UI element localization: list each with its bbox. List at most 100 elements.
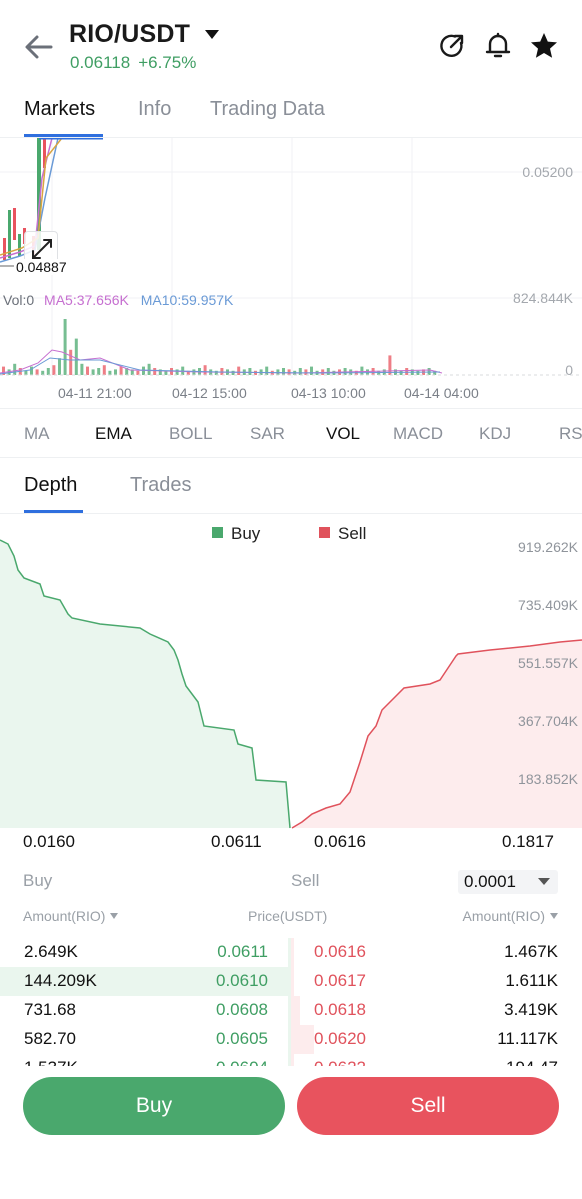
volume-bar — [388, 355, 392, 375]
volume-bar — [114, 369, 117, 375]
volume-bar — [102, 365, 106, 375]
tab-info[interactable]: Info — [138, 98, 172, 120]
indicator-boll[interactable]: BOLL — [169, 424, 213, 443]
depth-y-label: 551.557K — [518, 655, 578, 671]
volume-bar — [298, 368, 302, 375]
volume-bar — [427, 368, 431, 375]
legend-swatch-buy — [212, 527, 223, 538]
volume-bar — [130, 369, 134, 375]
header: RIO/USDT 0.06118 +6.75% — [0, 0, 582, 86]
sell-price: 0.0616 — [314, 942, 366, 961]
sort-down-icon — [110, 913, 119, 919]
legend-sell: Sell — [319, 524, 366, 544]
depth-x-label: 0.1817 — [502, 832, 554, 851]
sell-depth-bar — [291, 1025, 314, 1054]
volume-bar — [41, 370, 45, 375]
sell-button[interactable]: Sell — [297, 1077, 559, 1135]
tab-trades[interactable]: Trades — [130, 474, 192, 496]
volume-bar — [433, 370, 437, 375]
orderbook-row[interactable]: 731.68 0.0608 0.0618 3.419K — [0, 996, 582, 1025]
volume-bar — [108, 370, 112, 375]
price-axis-label: 0.05200 — [522, 164, 573, 180]
volume-bar — [158, 369, 162, 375]
sell-depth-bar — [291, 1054, 294, 1066]
sell-depth-bar — [291, 938, 294, 967]
share-icon[interactable] — [437, 31, 467, 61]
volume-bar — [231, 370, 235, 375]
main-tabs: Markets Info Trading Data — [0, 86, 582, 138]
depth-x-label: 0.0616 — [314, 832, 366, 851]
buy-button[interactable]: Buy — [23, 1077, 285, 1135]
indicator-kdj[interactable]: KDJ — [479, 424, 512, 443]
legend-buy: Buy — [212, 524, 260, 544]
sell-price: 0.0618 — [314, 1000, 366, 1019]
indicator-vol[interactable]: VOL — [326, 424, 361, 443]
precision-select[interactable]: 0.0001 — [458, 870, 558, 894]
kline-canvas — [0, 138, 582, 378]
buy-depth-bar — [288, 996, 291, 1025]
volume-bar — [30, 366, 33, 375]
buy-amount: 731.68 — [24, 1000, 76, 1019]
tab-markets[interactable]: Markets — [24, 98, 96, 120]
tab-trading-data[interactable]: Trading Data — [210, 98, 325, 120]
volume-bar — [203, 365, 207, 375]
volume-bar — [326, 368, 330, 375]
volume-bar — [153, 368, 157, 375]
depth-y-label: 367.704K — [518, 713, 578, 729]
back-arrow-icon[interactable] — [22, 30, 56, 64]
sell-depth-bar — [291, 996, 300, 1025]
volume-bar — [416, 370, 420, 375]
volume-bar — [7, 369, 11, 375]
indicator-macd[interactable]: MACD — [393, 424, 444, 443]
col-amount-right[interactable]: Amount(RIO) — [463, 908, 558, 924]
sell-price: 0.0622 — [314, 1058, 366, 1066]
indicator-rsi[interactable]: RS — [559, 424, 582, 443]
volume-bar — [46, 368, 50, 375]
tab-depth[interactable]: Depth — [24, 474, 78, 496]
volume-bar — [58, 358, 61, 375]
time-label: 04-13 10:00 — [291, 385, 366, 401]
buy-depth-bar — [288, 1025, 291, 1054]
volume-bar — [175, 369, 179, 375]
indicator-sar[interactable]: SAR — [250, 424, 285, 443]
legend-buy-label: Buy — [231, 524, 261, 543]
sell-amount: 1.467K — [504, 942, 558, 961]
volume-legend: Vol:0 MA5:37.656K MA10:59.957K — [3, 292, 233, 308]
depth-chart[interactable]: Buy Sell 919.262K 735.409K 551.557K 367.… — [0, 514, 582, 830]
volume-bar — [74, 338, 78, 375]
depth-x-label: 0.0611 — [211, 832, 262, 851]
indicator-ma[interactable]: MA — [24, 424, 50, 443]
depth-y-label: 919.262K — [518, 539, 578, 555]
precision-value: 0.0001 — [464, 872, 516, 891]
volume-bar — [304, 369, 308, 375]
orderbook-row[interactable]: 2.649K 0.0611 0.0616 1.467K — [0, 938, 582, 967]
bell-icon[interactable] — [483, 31, 513, 61]
legend-swatch-sell — [319, 527, 330, 538]
orderbook-row[interactable]: 582.70 0.0605 0.0620 11.117K — [0, 1025, 582, 1054]
sell-price: 0.0617 — [314, 971, 366, 990]
depth-y-label: 735.409K — [518, 597, 578, 613]
volume-bar — [220, 368, 224, 375]
buy-amount: 1.537K — [24, 1058, 78, 1066]
star-icon[interactable] — [529, 31, 559, 61]
volume-bar — [265, 366, 269, 375]
orderbook-row[interactable]: 1.537K 0.0604 0.0622 194.47 — [0, 1054, 582, 1066]
sell-amount: 194.47 — [506, 1058, 558, 1066]
indicator-bar: MA EMA BOLL SAR VOL MACD KDJ RS — [0, 408, 582, 458]
orderbook-row[interactable]: 144.209K 0.0610 0.0617 1.611K — [0, 967, 582, 996]
time-label: 04-11 21:00 — [58, 385, 132, 401]
indicator-ema[interactable]: EMA — [95, 424, 132, 443]
ma5-label: MA5:37.656K — [44, 292, 129, 308]
volume-bar — [13, 363, 17, 375]
buy-amount: 2.649K — [24, 942, 78, 961]
buy-price: 0.0608 — [216, 1000, 268, 1019]
last-price: 0.06118 — [70, 53, 131, 72]
volume-bar — [405, 368, 409, 375]
volume-bar — [97, 368, 101, 375]
volume-bar — [248, 368, 252, 375]
vol-axis-top: 824.844K — [513, 290, 573, 306]
kline-chart[interactable]: 0.05200 0.04887 Vol:0 MA5:37.656K MA10:5… — [0, 138, 582, 408]
pair-title[interactable]: RIO/USDT — [69, 20, 191, 48]
caret-down-icon[interactable] — [205, 30, 219, 39]
col-amount-left[interactable]: Amount(RIO) — [23, 908, 119, 924]
